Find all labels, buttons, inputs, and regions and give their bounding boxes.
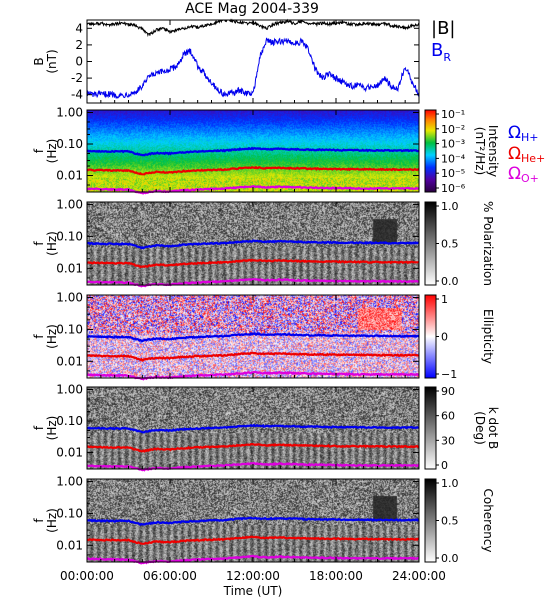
gyrofrequency-line-0 [86,146,420,157]
gyrofrequency-line-0 [86,332,420,343]
x-tick-label-2: 12:00:00 [226,569,280,583]
colorbar-ellipticity [424,294,437,379]
y-tick-label: 0.10 [56,137,83,151]
colorbar-tick-label: −1 [441,368,457,381]
colorbar-tick-label: 30 [441,434,455,447]
colorbar-tick-label: 0 [441,331,448,344]
colorbar-polarization [424,201,437,286]
colorbar-label-coherency: Coherency [481,488,495,552]
gyrofrequency-line-1 [86,165,420,176]
y-axis-label-polarization: f(Hz) [32,231,59,256]
colorbar-tick-label: 10⁻² [441,123,465,136]
x-tick-label-0: 00:00:00 [60,569,114,583]
colorbar-intensity [424,109,437,193]
y-tick-label: 0.01 [56,354,83,368]
x-tick-label-4: 24:00:00 [392,569,446,583]
series-line-b-radial [86,37,420,100]
x-tick-label-3: 18:00:00 [309,569,363,583]
colorbar-tick-label: 10⁻⁶ [441,182,466,195]
y-tick-label: -4 [71,88,83,102]
gyrofrequency-line-0 [86,239,419,250]
legend-omega-h: ΩH+ [508,123,539,144]
y-tick-label: 0.01 [56,538,83,552]
y-tick-label: 0.10 [56,322,83,336]
colorbar-coherency [424,478,437,563]
colorbar-tick-label: 0.5 [441,515,459,528]
colorbar-label-kdotb: k dot B(Deg) [473,407,500,449]
y-tick-label: 0.10 [56,506,83,520]
y-tick-label: 0.10 [56,414,83,428]
legend-b-magnitude: |B| [431,18,455,39]
colorbar-label-intensity: Intensity(nT²/Hz) [473,125,500,177]
y-axis-label-ellipticity: f(Hz) [32,324,59,349]
gyrofrequency-line-1 [86,443,420,453]
colorbar-tick-label: 90 [441,385,455,398]
y-axis-label-field: B(nT) [32,49,59,73]
y-tick-label: 1.00 [56,198,83,212]
gyrofrequency-line-2 [86,554,420,565]
gyrofrequency-line-0 [86,423,420,434]
gyrofrequency-line-2 [86,277,420,288]
panel-frame-intensity [86,109,420,193]
y-tick-label: 1.00 [56,475,83,489]
colorbar-label-ellipticity: Ellipticity [481,309,495,364]
panel-frame-coherency [86,478,420,563]
colorbar-tick-label: 60 [441,410,455,423]
colorbar-label-polarization: % Polarization [481,201,495,286]
y-axis-label-coherency: f(Hz) [32,508,59,533]
gyrofrequency-line-2 [86,461,420,472]
x-tick-label-1: 06:00:00 [143,569,197,583]
colorbar-tick-label: 10⁻¹ [441,108,465,121]
y-tick-label: 0.01 [56,446,83,460]
y-tick-label: 0.01 [56,261,83,275]
y-axis-label-intensity: f(Hz) [32,139,59,164]
gyrofrequency-line-1 [86,351,420,362]
colorbar-tick-label: 10⁻³ [441,138,465,151]
gyrofrequency-line-1 [86,258,420,269]
panel-frame-field [86,19,420,104]
y-tick-label: 1.00 [56,382,83,396]
colorbar-tick-label: 10⁻⁴ [441,152,466,165]
y-tick-label: 4 [75,21,83,35]
y-tick-label: -2 [71,71,83,85]
gyrofrequency-line-1 [86,535,419,545]
y-tick-label: 0.10 [56,229,83,243]
colorbar-kdotb [424,386,437,470]
colorbar-tick-label: 0.0 [441,552,459,565]
colorbar-tick-label: 1.0 [441,477,459,490]
colorbar-tick-label: 0 [441,459,448,472]
legend-b-radial: BR [431,40,451,64]
y-tick-label: 0 [75,55,83,69]
colorbar-tick-label: 0.5 [441,238,459,251]
chart-title: ACE Mag 2004-339 [185,1,319,17]
x-axis-label: Time (UT) [223,584,283,598]
gyrofrequency-line-2 [86,185,420,195]
colorbar-tick-label: 1.0 [441,200,459,213]
panel-frame-kdotb [86,386,420,470]
panel-frame-polarization [86,201,420,286]
legend-omega-he: ΩHe+ [508,144,545,165]
colorbar-tick-label: 1 [441,293,448,306]
colorbar-tick-label: 10⁻⁵ [441,167,465,180]
y-tick-label: 0.01 [56,169,83,183]
legend-omega-o: ΩO+ [508,164,539,185]
y-tick-label: 1.00 [56,105,83,119]
gyrofrequency-line-0 [87,516,420,527]
y-tick-label: 2 [75,38,83,52]
y-axis-label-kdotb: f(Hz) [32,416,59,441]
panel-frame-ellipticity [86,294,420,379]
colorbar-tick-label: 0.0 [441,275,459,288]
y-tick-label: 1.00 [56,291,83,305]
